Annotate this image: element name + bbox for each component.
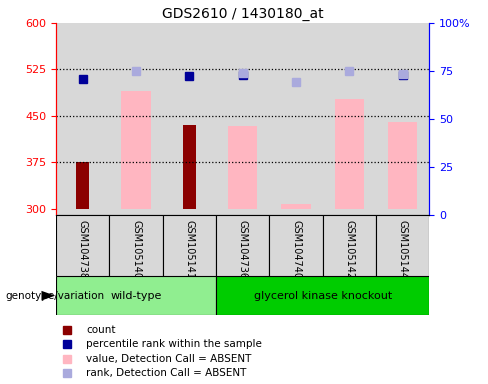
Bar	[269, 215, 323, 276]
Bar	[163, 23, 216, 215]
Bar	[323, 215, 376, 276]
Title: GDS2610 / 1430180_at: GDS2610 / 1430180_at	[162, 7, 324, 21]
Text: glycerol kinase knockout: glycerol kinase knockout	[254, 291, 392, 301]
Text: GSM105140: GSM105140	[131, 220, 141, 279]
Bar	[228, 126, 258, 209]
Bar	[163, 215, 216, 276]
Text: GSM104736: GSM104736	[238, 220, 248, 279]
Polygon shape	[41, 291, 55, 301]
Bar	[388, 122, 417, 209]
Bar	[269, 23, 323, 215]
Text: count: count	[86, 325, 116, 335]
Bar	[183, 125, 196, 209]
Text: percentile rank within the sample: percentile rank within the sample	[86, 339, 262, 349]
Bar	[56, 215, 109, 276]
Text: genotype/variation: genotype/variation	[5, 291, 104, 301]
Bar	[56, 23, 109, 215]
Text: GSM105141: GSM105141	[184, 220, 194, 279]
Bar	[76, 162, 89, 209]
Bar	[335, 99, 364, 209]
Bar	[216, 276, 429, 315]
Bar	[109, 215, 163, 276]
Text: rank, Detection Call = ABSENT: rank, Detection Call = ABSENT	[86, 368, 246, 378]
Text: GSM105144: GSM105144	[398, 220, 408, 279]
Bar	[216, 215, 269, 276]
Bar	[323, 23, 376, 215]
Text: wild-type: wild-type	[110, 291, 162, 301]
Bar	[376, 215, 429, 276]
Bar	[282, 204, 311, 209]
Bar	[216, 23, 269, 215]
Text: value, Detection Call = ABSENT: value, Detection Call = ABSENT	[86, 354, 251, 364]
Text: GSM104738: GSM104738	[78, 220, 88, 279]
Bar	[56, 276, 216, 315]
Bar	[109, 23, 163, 215]
Bar	[376, 23, 429, 215]
Text: GSM105142: GSM105142	[345, 220, 354, 279]
Text: GSM104740: GSM104740	[291, 220, 301, 279]
Bar	[122, 91, 151, 209]
